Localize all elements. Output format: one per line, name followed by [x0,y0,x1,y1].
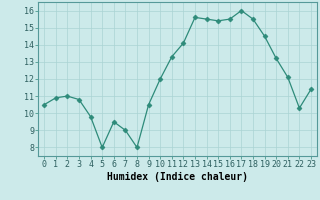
X-axis label: Humidex (Indice chaleur): Humidex (Indice chaleur) [107,172,248,182]
